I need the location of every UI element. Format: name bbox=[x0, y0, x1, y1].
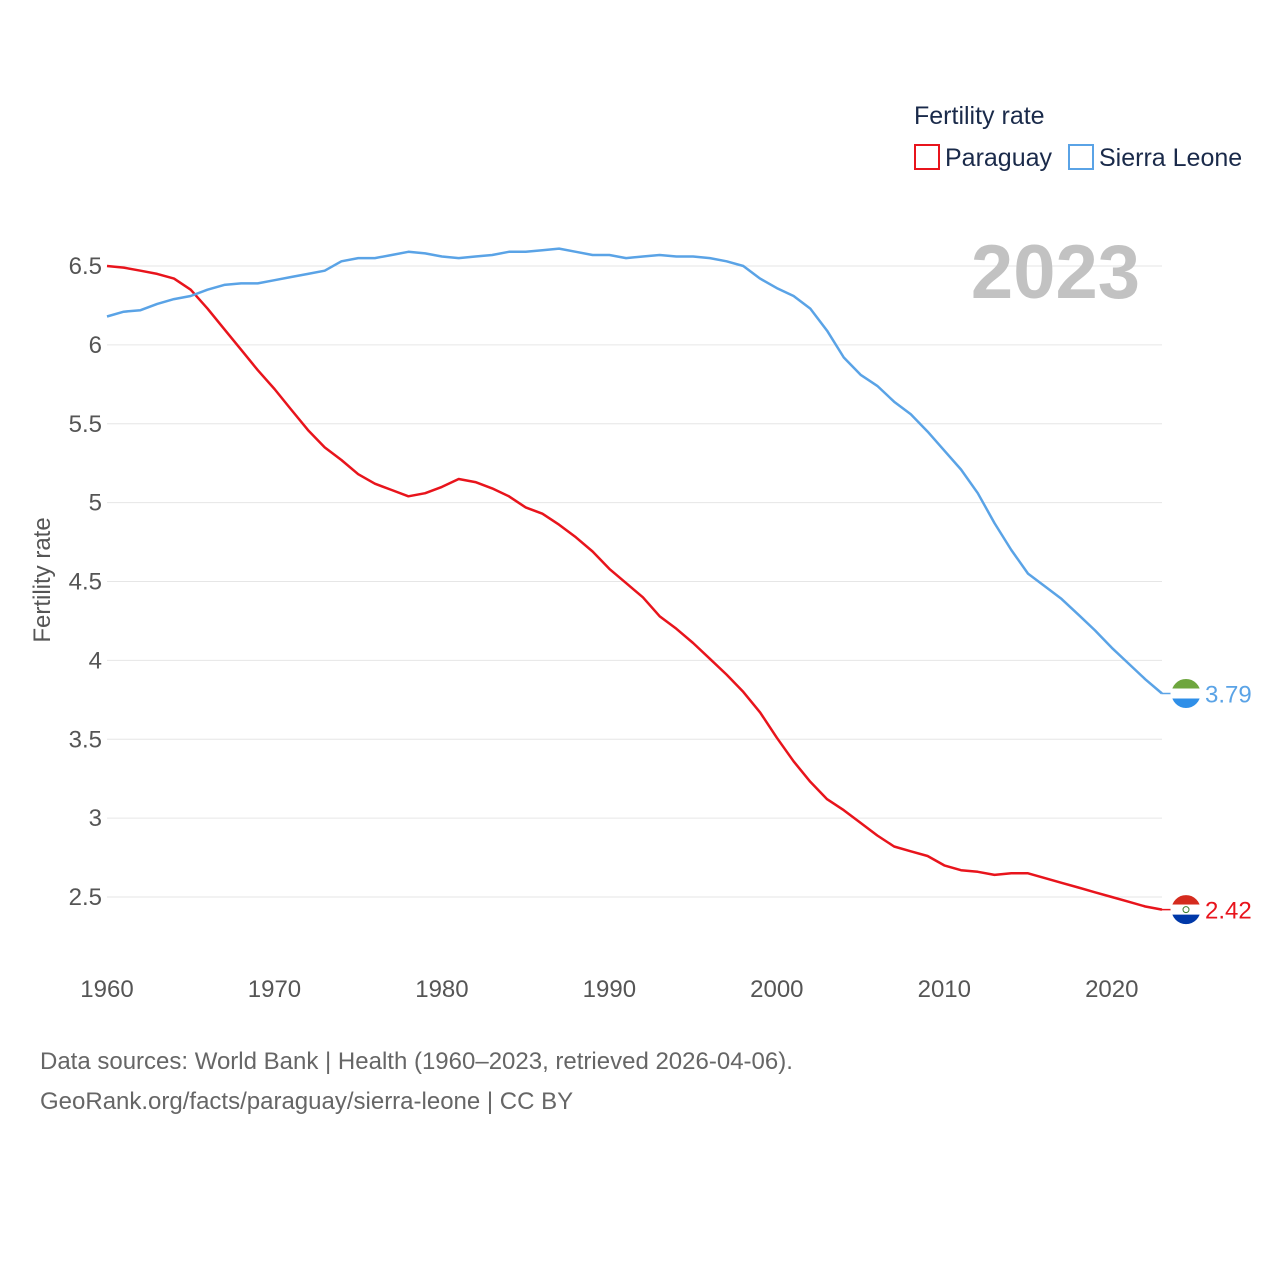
legend-label-paraguay[interactable]: Paraguay bbox=[945, 144, 1053, 172]
flag-icon-sierra-leone bbox=[1170, 678, 1202, 710]
y-tick-label: 2.5 bbox=[69, 884, 102, 911]
source-line-1: Data sources: World Bank | Health (1960–… bbox=[40, 1048, 793, 1075]
x-tick-label: 1960 bbox=[80, 976, 133, 1003]
y-tick-label: 5.5 bbox=[69, 411, 102, 438]
series-lines bbox=[106, 247, 1163, 911]
y-axis-ticks: 2.5 3 3.5 4 4.5 5 5.5 6 6.5 bbox=[69, 253, 102, 911]
legend-swatch-paraguay[interactable] bbox=[914, 144, 940, 170]
y-tick-label: 6 bbox=[89, 332, 102, 359]
end-markers: 2.42 3.79 bbox=[1162, 678, 1252, 926]
series-line-paraguay[interactable] bbox=[106, 264, 1163, 911]
legend: Fertility rate Paraguay Sierra Leone bbox=[914, 102, 1242, 172]
year-label: 2023 bbox=[971, 230, 1140, 315]
x-tick-label: 1970 bbox=[248, 976, 301, 1003]
y-tick-label: 4.5 bbox=[69, 569, 102, 596]
end-value-label-sierra-leone: 3.79 bbox=[1205, 682, 1252, 709]
source-note: Data sources: World Bank | Health (1960–… bbox=[40, 1042, 793, 1122]
source-line-2: GeoRank.org/facts/paraguay/sierra-leone … bbox=[40, 1088, 574, 1115]
end-value-label-paraguay: 2.42 bbox=[1205, 898, 1252, 925]
legend-swatch-sierra-leone[interactable] bbox=[1068, 144, 1094, 170]
legend-label-sierra-leone[interactable]: Sierra Leone bbox=[1099, 144, 1242, 172]
x-tick-label: 2020 bbox=[1085, 976, 1138, 1003]
series-line-sierra-leone[interactable] bbox=[106, 247, 1163, 695]
x-axis-ticks: 1960 1970 1980 1990 2000 2010 2020 bbox=[80, 976, 1138, 1003]
flag-icon-paraguay bbox=[1170, 894, 1202, 926]
x-tick-label: 2000 bbox=[750, 976, 803, 1003]
y-tick-label: 3 bbox=[89, 805, 102, 832]
x-tick-label: 1980 bbox=[415, 976, 468, 1003]
x-tick-label: 2010 bbox=[918, 976, 971, 1003]
y-tick-label: 3.5 bbox=[69, 726, 102, 753]
legend-title: Fertility rate bbox=[914, 102, 1045, 130]
x-tick-label: 1990 bbox=[583, 976, 636, 1003]
y-tick-label: 4 bbox=[89, 647, 102, 674]
y-axis-label: Fertility rate bbox=[29, 517, 56, 642]
y-tick-label: 6.5 bbox=[69, 253, 102, 280]
y-tick-label: 5 bbox=[89, 490, 102, 517]
gridlines bbox=[107, 265, 1162, 898]
